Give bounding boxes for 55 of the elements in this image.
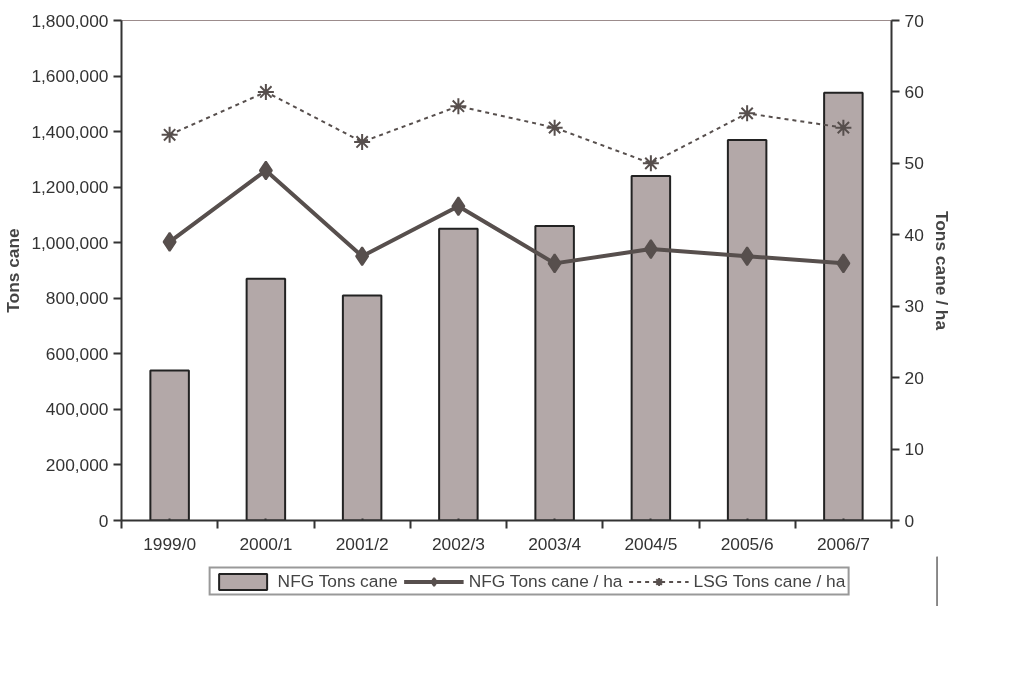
- y-axis-title: Tons cane: [3, 227, 24, 313]
- point: [449, 97, 468, 116]
- x-tick-label: 2004/5: [624, 533, 678, 554]
- x-tick-label: 2005/6: [720, 533, 774, 554]
- bar: [630, 175, 672, 521]
- bar: [245, 277, 287, 521]
- x-tick-label: 2000/1: [239, 533, 293, 554]
- y-tick-label: 1,800,000: [31, 10, 109, 31]
- y-tick-label: 0: [98, 510, 109, 531]
- y2-tick-label: 20: [904, 367, 924, 388]
- legend-label: LSG Tons cane / ha: [693, 570, 846, 592]
- y2-tick-label: 40: [904, 224, 924, 245]
- point: [258, 160, 273, 181]
- point: [451, 196, 466, 217]
- point: [160, 125, 179, 144]
- bar: [341, 294, 383, 521]
- y-tick-label: 1,000,000: [31, 232, 109, 253]
- point: [547, 253, 562, 274]
- y-tick-label: 200,000: [45, 454, 109, 475]
- point: [834, 118, 853, 137]
- y-tick-label: 1,200,000: [31, 177, 109, 198]
- point: [256, 82, 275, 101]
- y2-tick-label: 30: [904, 296, 924, 317]
- point: [740, 246, 755, 267]
- x-tick-label: 2002/3: [431, 533, 485, 554]
- y2-tick-label: 0: [904, 510, 915, 531]
- point: [641, 154, 660, 173]
- bar: [534, 225, 575, 521]
- legend-label: NFG Tons cane / ha: [468, 570, 623, 592]
- point: [353, 132, 372, 151]
- x-tick-label: 2006/7: [816, 533, 870, 554]
- y-tick-label: 800,000: [45, 288, 109, 309]
- x-tick-label: 2001/2: [335, 533, 389, 554]
- y2-tick-label: 60: [904, 81, 924, 102]
- y-tick-label: 1,600,000: [31, 66, 109, 87]
- bar: [726, 138, 768, 521]
- bar: [149, 369, 190, 521]
- point: [545, 118, 564, 137]
- x-tick-label: 2003/4: [528, 533, 582, 554]
- bar: [823, 91, 864, 521]
- point: [836, 253, 851, 274]
- y-tick-label: 1,400,000: [31, 121, 109, 142]
- y-tick-label: 400,000: [45, 399, 109, 420]
- y2-tick-label: 50: [904, 153, 924, 174]
- y-tick-label: 600,000: [45, 343, 109, 364]
- y2-tick-label: 10: [904, 439, 924, 460]
- point: [355, 246, 370, 267]
- y2-axis-title: Tons cane / ha: [931, 210, 952, 331]
- point: [738, 104, 757, 123]
- legend-label: NFG Tons cane: [277, 570, 398, 592]
- bar: [438, 227, 479, 521]
- x-tick-label: 1999/0: [143, 533, 197, 554]
- point: [643, 239, 658, 260]
- y2-tick-label: 70: [904, 10, 924, 31]
- point: [162, 231, 177, 252]
